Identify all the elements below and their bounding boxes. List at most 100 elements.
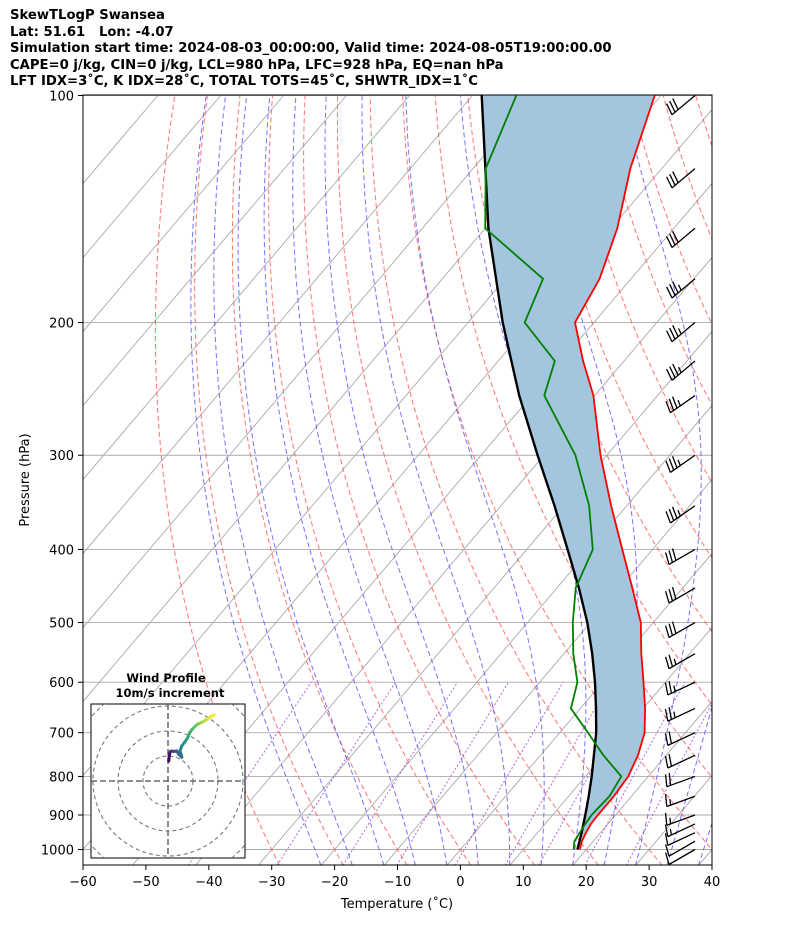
- dry-adiabat: [194, 95, 344, 865]
- barb-flag: [664, 625, 670, 638]
- moist-adiabat: [263, 95, 416, 865]
- barb-flag: [666, 368, 673, 381]
- barb-half-flag: [677, 366, 682, 373]
- x-tick-label: 10: [515, 875, 532, 890]
- dry-adiabat: [434, 95, 712, 779]
- wind-barb: [665, 454, 696, 473]
- barb-half-flag: [673, 658, 677, 665]
- barb-flag: [671, 506, 678, 519]
- barb-half-flag: [677, 459, 681, 466]
- wind-barb: [664, 840, 696, 857]
- barb-staff: [667, 832, 696, 846]
- y-tick-label: 800: [49, 770, 74, 785]
- barb-flag: [672, 98, 679, 110]
- x-tick-label: −20: [321, 875, 348, 890]
- barb-half-flag: [669, 828, 673, 836]
- barb-half-flag: [669, 817, 672, 824]
- barb-staff: [667, 707, 696, 722]
- x-tick-label: 40: [704, 875, 721, 890]
- moist-adiabat: [190, 95, 322, 865]
- barb-flag: [666, 286, 673, 299]
- x-tick-label: 30: [641, 875, 658, 890]
- dry-adiabat: [154, 95, 280, 865]
- moist-adiabat: [622, 95, 702, 865]
- wind-barb: [666, 168, 696, 189]
- cape-line: CAPE=0 j/kg, CIN=0 j/kg, LCL=980 hPa, LF…: [10, 57, 504, 73]
- y-tick-label: 1000: [41, 844, 74, 859]
- barb-half-flag: [677, 328, 682, 335]
- barb-staff: [671, 95, 696, 116]
- hodograph-segment: [210, 713, 216, 718]
- parcel-profile: [480, 95, 598, 850]
- barb-flag: [669, 233, 676, 246]
- barb-staff: [668, 548, 696, 566]
- barb-staff: [668, 587, 696, 604]
- barb-flag: [664, 733, 669, 746]
- barb-flag: [668, 588, 674, 602]
- wind-barb: [664, 621, 696, 639]
- barb-staff: [667, 754, 696, 769]
- wind-barb: [665, 505, 696, 524]
- y-tick-label: 600: [49, 676, 74, 691]
- barb-staff: [670, 395, 696, 414]
- barb-flag: [664, 708, 669, 722]
- moist-adiabat: [666, 705, 712, 865]
- barb-flag: [668, 680, 673, 694]
- isotherm: [83, 95, 410, 481]
- wind-barb: [664, 653, 696, 670]
- barb-staff: [670, 505, 696, 524]
- axes: −60 −50 −40 −30 −20 −10 0 10 20 30 40 100 200 300 400 5…: [41, 90, 720, 891]
- x-tick-label: −40: [195, 875, 222, 890]
- chart-title: SkewTLogP Swansea: [10, 8, 165, 23]
- wind-barb: [666, 95, 696, 116]
- wind-barb: [664, 680, 696, 696]
- isotherm: [83, 95, 347, 407]
- barb-flag: [664, 755, 669, 769]
- moist-adiabat: [237, 95, 385, 865]
- mixing-ratio-line: [342, 681, 459, 865]
- dry-adiabat: [467, 95, 712, 706]
- cin-shading: [481, 95, 655, 850]
- isotherm: [446, 552, 712, 865]
- barb-staff: [670, 454, 696, 473]
- wind-barb: [666, 227, 696, 249]
- hodograph-plot: [91, 704, 245, 858]
- isotherm: [383, 478, 712, 865]
- dry-adiabat: [728, 96, 794, 866]
- barb-flag: [664, 852, 670, 865]
- barb-half-flag: [677, 399, 681, 407]
- barb-flag: [668, 550, 674, 563]
- barb-flag: [669, 366, 676, 379]
- y-tick-label: 700: [49, 727, 74, 742]
- chart-title-block: SkewTLogP Swansea Lat: 51.61 Lon: -4.07 …: [10, 8, 612, 91]
- barb-staff: [671, 321, 696, 343]
- wind-barb: [664, 772, 696, 788]
- isotherm: [83, 95, 222, 259]
- barb-flag: [664, 682, 669, 696]
- barb-flag: [664, 552, 670, 565]
- barb-flag: [665, 511, 672, 524]
- barb-flag: [669, 100, 676, 113]
- barb-flag: [671, 621, 677, 634]
- x-tick-label: −10: [384, 875, 411, 890]
- wind-barb: [664, 707, 696, 722]
- y-tick-label: 100: [49, 90, 74, 105]
- barb-staff: [668, 848, 696, 866]
- dry-adiabat: [369, 95, 663, 865]
- mixing-ratio-line: [584, 681, 686, 865]
- mixing-ratio-line: [396, 681, 509, 865]
- wind-barb: [665, 395, 696, 414]
- wind-barb: [664, 586, 696, 604]
- barb-flag: [664, 656, 670, 669]
- dry-adiabat: [303, 95, 535, 865]
- dry-adiabat: [402, 95, 712, 851]
- barb-flag: [668, 754, 673, 767]
- temperature-profile: [574, 95, 656, 850]
- dry-adiabat: [336, 95, 599, 865]
- hodograph: Wind Profile 10m/s increment: [90, 671, 246, 859]
- barb-flag: [664, 794, 668, 807]
- dewpoint-profile: [484, 95, 623, 850]
- moist-adiabat: [530, 95, 638, 865]
- barb-staff: [671, 278, 696, 299]
- wind-barb: [664, 548, 696, 566]
